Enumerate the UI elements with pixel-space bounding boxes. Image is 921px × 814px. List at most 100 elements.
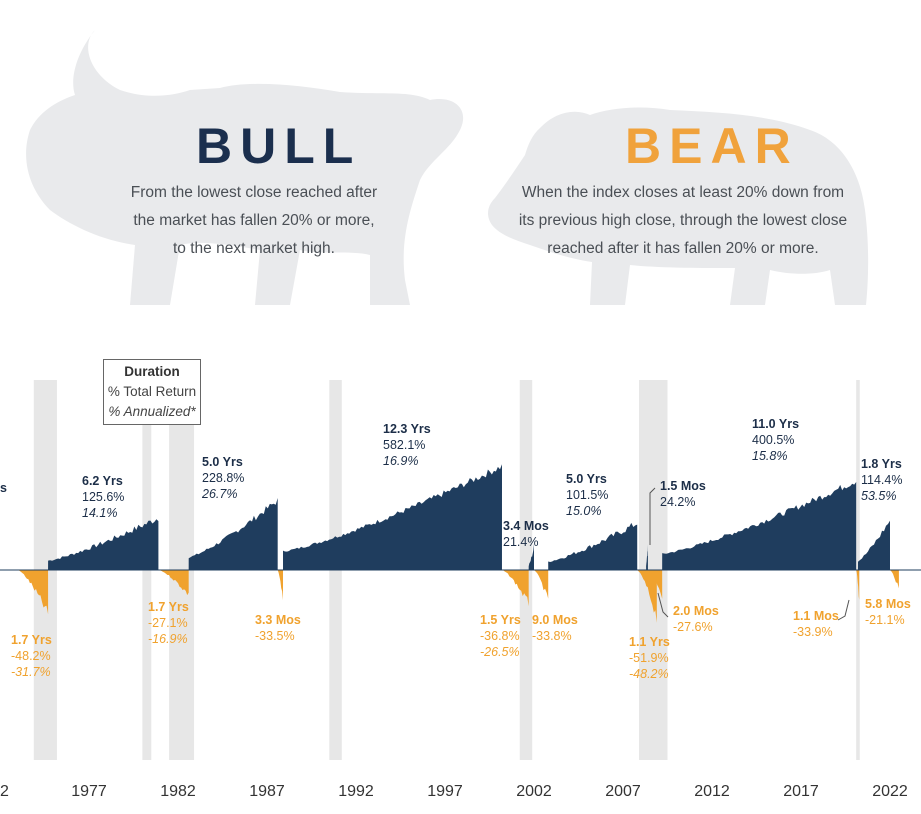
market-labels: 6.2 Yrs 125.6% 14.1% 5.0 Yrs 228.8% 26.7% 12.3… bbox=[0, 417, 911, 681]
bear-total-return-7: -33.9% bbox=[793, 625, 833, 639]
bear-label-0: 1.7 Yrs -48.2% -31.7% bbox=[11, 633, 52, 679]
bull-annualized-0: 14.1% bbox=[82, 506, 117, 520]
bear-desc-line-1: When the index closes at least 20% down … bbox=[521, 184, 845, 201]
bear-duration-7: 1.1 Mos bbox=[793, 609, 839, 623]
bull-label-1: 5.0 Yrs 228.8% 26.7% bbox=[201, 455, 244, 501]
bull-area-2 bbox=[283, 464, 502, 570]
bear-duration-8: 5.8 Mos bbox=[865, 597, 911, 611]
bear-label-8: 5.8 Mos -21.1% bbox=[865, 597, 911, 627]
bull-area-3 bbox=[528, 543, 534, 570]
x-tick-7: 2007 bbox=[605, 783, 641, 800]
bear-description: When the index closes at least 20% down … bbox=[515, 179, 851, 263]
x-tick-3: 1987 bbox=[249, 783, 285, 800]
bull-desc-line-2: the market has fallen 20% or more, bbox=[133, 212, 375, 229]
bull-duration-5: 1.5 Mos bbox=[660, 479, 706, 493]
bear-duration-5: 1.1 Yrs bbox=[629, 635, 670, 649]
x-tick-8: 2012 bbox=[694, 783, 730, 800]
x-tick-10: 2022 bbox=[872, 783, 908, 800]
bull-description: From the lowest close reached after the … bbox=[104, 179, 404, 263]
bear-total-return-0: -48.2% bbox=[11, 649, 51, 663]
bull-total-return-3: 21.4% bbox=[503, 535, 538, 549]
bull-duration-4: 5.0 Yrs bbox=[566, 472, 607, 486]
bear-silhouette-icon bbox=[488, 107, 869, 306]
bull-title: BULL bbox=[196, 118, 362, 174]
bear-label-7: 1.1 Mos -33.9% bbox=[793, 609, 839, 639]
bear-area-0 bbox=[17, 570, 49, 615]
leader-line-2 bbox=[837, 599, 850, 621]
legend-annualized: % Annualized* bbox=[108, 404, 196, 419]
x-tick-6: 2002 bbox=[516, 783, 552, 800]
bear-area-8 bbox=[890, 570, 899, 589]
bear-total-return-5: -51.9% bbox=[629, 651, 669, 665]
bull-label-5: 1.5 Mos 24.2% bbox=[660, 479, 706, 509]
bull-total-return-4: 101.5% bbox=[566, 488, 608, 502]
bear-area-3 bbox=[501, 570, 529, 607]
bull-duration-1: 5.0 Yrs bbox=[202, 455, 243, 469]
leader-line-1 bbox=[657, 592, 669, 618]
bull-total-return-2: 582.1% bbox=[383, 438, 425, 452]
bear-duration-4: 9.0 Mos bbox=[532, 613, 578, 627]
legend-total-return: % Total Return bbox=[107, 384, 197, 399]
bull-annualized-2: 16.9% bbox=[383, 454, 418, 468]
bear-label-4: 9.0 Mos -33.8% bbox=[532, 613, 578, 643]
bear-total-return-8: -21.1% bbox=[865, 613, 905, 627]
bull-duration-2: 12.3 Yrs bbox=[383, 422, 431, 436]
bear-total-return-4: -33.8% bbox=[532, 629, 572, 643]
bull-duration-6: 11.0 Yrs bbox=[752, 417, 799, 431]
bear-area-6 bbox=[647, 570, 663, 599]
bull-annualized-6: 15.8% bbox=[752, 449, 787, 463]
bull-annualized-7: 53.5% bbox=[861, 489, 896, 503]
bear-label-6: 2.0 Mos -27.6% bbox=[673, 604, 719, 634]
x-tick-9: 2017 bbox=[783, 783, 819, 800]
bear-total-return-2: -33.5% bbox=[255, 629, 295, 643]
bear-total-return-1: -27.1% bbox=[148, 616, 188, 630]
bear-duration-1: 1.7 Yrs bbox=[148, 600, 189, 614]
bull-duration-3: 3.4 Mos bbox=[503, 519, 549, 533]
bear-label-1: 1.7 Yrs -27.1% -16.9% bbox=[148, 600, 189, 646]
x-tick-1: 1977 bbox=[71, 783, 107, 800]
bear-duration-2: 3.3 Mos bbox=[255, 613, 301, 627]
bear-annualized-3: -26.5% bbox=[480, 645, 520, 659]
bull-label-6: 11.0 Yrs 400.5% 15.8% bbox=[752, 417, 799, 463]
legend-key: Duration % Total Return % Annualized* bbox=[103, 359, 201, 425]
bear-total-return-3: -36.8% bbox=[480, 629, 520, 643]
bull-total-return-1: 228.8% bbox=[202, 471, 244, 485]
bear-area-5 bbox=[637, 570, 657, 623]
bull-area-1 bbox=[188, 498, 278, 570]
x-tick-4: 1992 bbox=[338, 783, 374, 800]
bear-area-2 bbox=[277, 570, 284, 601]
hero-illustration bbox=[26, 30, 869, 306]
bear-area-1 bbox=[158, 570, 189, 596]
market-areas bbox=[17, 464, 899, 623]
bear-label-2: 3.3 Mos -33.5% bbox=[255, 613, 301, 643]
bear-annualized-5: -48.2% bbox=[629, 667, 669, 681]
bull-desc-line-1: From the lowest close reached after bbox=[130, 184, 378, 201]
bull-bear-chart: 6.2 Yrs 125.6% 14.1% 5.0 Yrs 228.8% 26.7% 12.3… bbox=[0, 380, 921, 800]
bull-label-4: 5.0 Yrs 101.5% 15.0% bbox=[566, 472, 608, 518]
bull-duration-7: 1.8 Yrs bbox=[861, 457, 902, 471]
bull-annualized-1: 26.7% bbox=[201, 487, 237, 501]
bull-silhouette-icon bbox=[26, 30, 464, 305]
bear-desc-line-2: its previous high close, through the low… bbox=[518, 212, 848, 229]
x-axis-ticks: 72 1977 1982 1987 1992 1997 2002 2007 2012 2017 20… bbox=[0, 783, 908, 800]
x-tick-5: 1997 bbox=[427, 783, 463, 800]
bull-total-return-6: 400.5% bbox=[752, 433, 794, 447]
bull-area-7 bbox=[857, 520, 890, 570]
bear-title: BEAR bbox=[625, 118, 799, 174]
x-tick-0: 72 bbox=[0, 783, 9, 800]
bull-total-return-5: 24.2% bbox=[660, 495, 695, 509]
bear-annualized-1: -16.9% bbox=[148, 632, 188, 646]
bear-duration-0: 1.7 Yrs bbox=[11, 633, 52, 647]
bull-area-5 bbox=[646, 544, 648, 570]
bull-annualized-4: 15.0% bbox=[566, 504, 601, 518]
bear-total-return-6: -27.6% bbox=[673, 620, 713, 634]
leader-line-0 bbox=[649, 487, 656, 545]
callout-leaders bbox=[649, 487, 850, 621]
bull-area-0 bbox=[48, 519, 159, 570]
bull-duration-0: 6.2 Yrs bbox=[82, 474, 123, 488]
bear-area-4 bbox=[534, 570, 549, 599]
bull-total-return-0: 125.6% bbox=[82, 490, 124, 504]
bull-label-3: 3.4 Mos 21.4% bbox=[503, 519, 549, 549]
bull-label-7: 1.8 Yrs 114.4% 53.5% bbox=[861, 457, 902, 503]
bull-area-6 bbox=[662, 482, 857, 570]
